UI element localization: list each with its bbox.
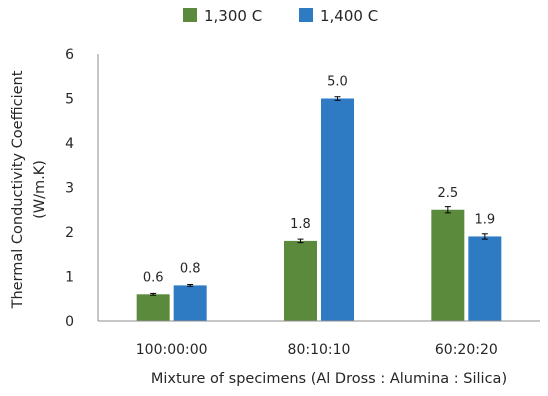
data-label: 1.9 [474,212,495,227]
bar [431,209,465,321]
bar [321,98,354,321]
y-axis-title: Thermal Conductivity Coefficient (W/m.K) [10,70,48,309]
legend-swatch [183,8,197,22]
x-tick-label: 100:00:00 [136,342,208,358]
legend-label: 1,300 C [204,7,262,25]
y-axis: 0 1 2 3 4 5 6 [65,47,74,330]
bars [136,98,502,321]
legend: 1,300 C 1,400 C [183,7,378,25]
data-label: 0.6 [143,270,164,285]
y-tick-label: 4 [65,136,74,152]
legend-label: 1,400 C [320,7,378,25]
error-bars [150,96,488,296]
bar [173,285,207,321]
bar [468,236,502,321]
x-tick-label: 60:20:20 [435,342,498,358]
x-tick-label: 80:10:10 [288,342,351,358]
x-axis-title: Mixture of specimens (Al Dross : Alumina… [151,371,507,387]
y-axis-title-line: Thermal Conductivity Coefficient [10,70,26,309]
data-label: 1.8 [290,217,311,232]
y-tick-label: 6 [65,47,74,63]
legend-swatch [299,8,313,22]
bar [284,240,317,321]
bar [136,294,170,321]
y-tick-label: 0 [65,314,74,330]
y-tick-label: 1 [65,270,74,286]
x-axis: 100:00:00 80:10:10 60:20:20 [136,342,498,358]
y-tick-label: 3 [65,181,74,197]
y-tick-label: 2 [65,225,74,241]
y-tick-label: 5 [65,92,74,108]
data-labels: 0.6 0.8 1.8 5.0 2.5 1.9 [143,75,495,286]
data-label: 2.5 [437,186,458,201]
data-label: 5.0 [327,75,348,90]
y-axis-title-line: (W/m.K) [32,160,48,219]
data-label: 0.8 [180,261,201,276]
